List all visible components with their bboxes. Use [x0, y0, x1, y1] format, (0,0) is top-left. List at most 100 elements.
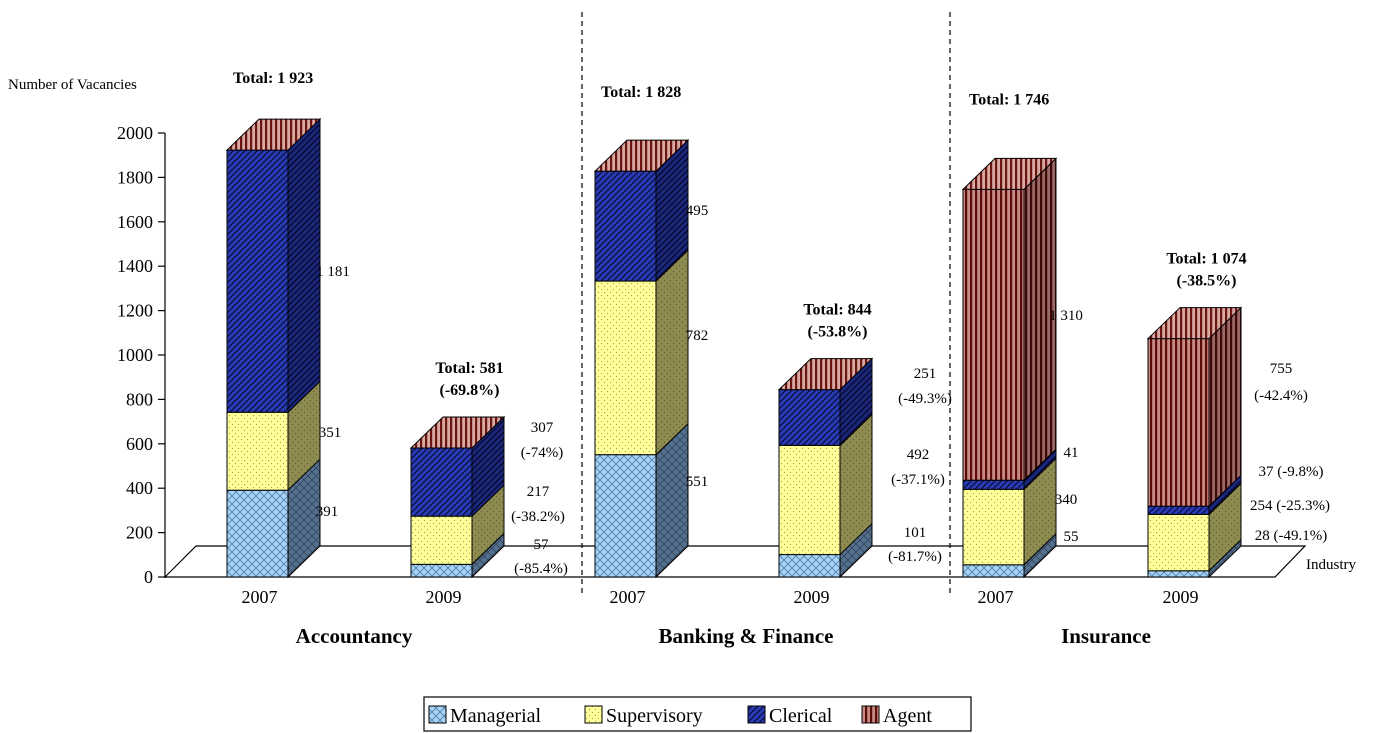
y-tick-label: 1600 — [117, 212, 153, 232]
legend-label-managerial: Managerial — [450, 705, 542, 727]
y-tick-label: 0 — [144, 567, 153, 587]
bar-clerical-front — [962, 479, 1025, 490]
segment-label-supervisory: 217 — [527, 484, 550, 500]
bar-supervisory-front — [778, 444, 841, 556]
legend-label-clerical: Clerical — [769, 705, 833, 727]
y-tick-label: 1400 — [117, 256, 153, 276]
y-tick-label: 1800 — [117, 167, 153, 187]
segment-label-managerial: 55 — [1064, 529, 1079, 545]
legend-swatch-clerical — [747, 705, 766, 724]
x-tick-label-year: 2009 — [794, 587, 830, 607]
legend-swatch-managerial — [428, 705, 447, 724]
segment-label-supervisory: (-37.1%) — [891, 472, 945, 488]
bar-clerical-front — [1147, 505, 1210, 515]
total-label: Total: 844 — [803, 302, 871, 319]
x-tick-label-year: 2009 — [1163, 587, 1199, 607]
bar-clerical-front — [410, 447, 473, 517]
bar-agent-front — [1147, 338, 1210, 507]
bar-clerical-front — [778, 389, 841, 446]
segment-label-supervisory: 351 — [319, 425, 342, 441]
bar-managerial-front — [778, 554, 841, 578]
bars-layer — [225, 117, 1243, 579]
x-tick-label-year: 2007 — [610, 587, 646, 607]
y-tick-label: 200 — [126, 523, 153, 543]
bar-top-cap — [777, 358, 874, 391]
bar-clerical-front — [594, 170, 657, 282]
y-tick-label: 400 — [126, 478, 153, 498]
segment-label-clerical: 41 — [1064, 445, 1079, 461]
y-tick-label: 1200 — [117, 301, 153, 321]
segment-label-supervisory: 782 — [686, 328, 709, 344]
total-label: Total: 1 923 — [233, 70, 313, 87]
bar-managerial-front — [962, 564, 1025, 578]
legend-swatch-supervisory — [584, 705, 603, 724]
segment-label-supervisory: 492 — [907, 447, 930, 463]
bar-managerial-front — [410, 563, 473, 578]
segment-label-clerical: 251 — [914, 366, 937, 382]
bar-top-cap — [961, 157, 1058, 190]
bar-top-cap — [409, 416, 506, 449]
legend-box — [423, 696, 972, 732]
bar-supervisory-front — [1147, 513, 1210, 572]
segment-label-agent: (-42.4%) — [1254, 388, 1308, 404]
total-change-label: (-53.8%) — [808, 324, 868, 341]
chart-floor — [163, 545, 1307, 578]
segment-label-agent: 1 310 — [1049, 308, 1083, 324]
industry-label: Insurance — [1061, 624, 1151, 648]
bar-agent-side — [1208, 306, 1242, 508]
bar-top-cap — [593, 139, 690, 172]
industry-label: Banking & Finance — [658, 624, 833, 648]
segment-label-clerical: 495 — [686, 203, 709, 219]
segment-label-managerial: 101 — [904, 525, 927, 541]
legend-label-agent: Agent — [883, 705, 932, 727]
x-tick-label-year: 2007 — [242, 587, 278, 607]
y-tick-label: 600 — [126, 434, 153, 454]
segment-label-supervisory: 340 — [1055, 492, 1078, 508]
segment-label-clerical: 1 181 — [316, 264, 350, 280]
segment-label-clerical: (-49.3%) — [898, 391, 952, 407]
segment-label-managerial: 551 — [686, 474, 709, 490]
segment-label-clerical: 37 (-9.8%) — [1259, 464, 1324, 480]
legend-swatch-agent — [861, 705, 880, 724]
x-tick-label-year: 2009 — [426, 587, 462, 607]
y-tick-label: 800 — [126, 389, 153, 409]
y-tick-label: 2000 — [117, 123, 153, 143]
total-label: Total: 581 — [435, 360, 503, 377]
segment-label-managerial: 391 — [316, 504, 339, 520]
industry-label: Accountancy — [296, 624, 413, 648]
segment-label-agent: 755 — [1270, 361, 1293, 377]
bar-managerial-front — [1147, 570, 1210, 578]
x-axis-title: Industry — [1306, 557, 1356, 573]
total-change-label: (-69.8%) — [440, 382, 500, 399]
total-change-label: (-38.5%) — [1177, 273, 1237, 290]
bar-agent-front — [962, 188, 1025, 481]
bar-supervisory-side — [655, 248, 689, 456]
segment-label-supervisory: (-38.2%) — [511, 509, 565, 525]
total-label: Total: 1 074 — [1166, 251, 1246, 268]
bar-supervisory-front — [410, 515, 473, 565]
segment-label-clerical: (-74%) — [521, 445, 563, 461]
bar-clerical-front — [226, 149, 289, 413]
segment-label-managerial: 28 (-49.1%) — [1255, 528, 1327, 544]
total-label: Total: 1 828 — [601, 84, 681, 101]
bar-managerial-front — [594, 454, 657, 578]
x-tick-label-year: 2007 — [978, 587, 1014, 607]
y-axis-ticks: 0 200 400 600 800 1000 1200 1400 1600 1800 2000 — [117, 123, 165, 587]
segment-label-managerial: 57 — [534, 537, 550, 553]
segment-label-managerial: (-81.7%) — [888, 549, 942, 565]
y-tick-label: 1000 — [117, 345, 153, 365]
bar-top-cap — [225, 118, 322, 151]
bar-managerial-front — [226, 489, 289, 578]
bar-supervisory-front — [962, 488, 1025, 566]
segment-label-supervisory: 254 (-25.3%) — [1250, 498, 1330, 514]
bar-top-cap — [1146, 307, 1243, 340]
total-label: Total: 1 746 — [969, 91, 1049, 108]
y-axis-title: Number of Vacancies — [8, 77, 137, 93]
segment-label-managerial: (-85.4%) — [514, 561, 568, 577]
segment-label-clerical: 307 — [531, 420, 554, 436]
bar-supervisory-front — [594, 280, 657, 456]
bar-supervisory-front — [226, 411, 289, 491]
labels-layer: 2007 Total: 1 923 2009 Total: 581 (-69.8%) 20… — [233, 70, 1330, 648]
legend-label-supervisory: Supervisory — [606, 705, 703, 727]
